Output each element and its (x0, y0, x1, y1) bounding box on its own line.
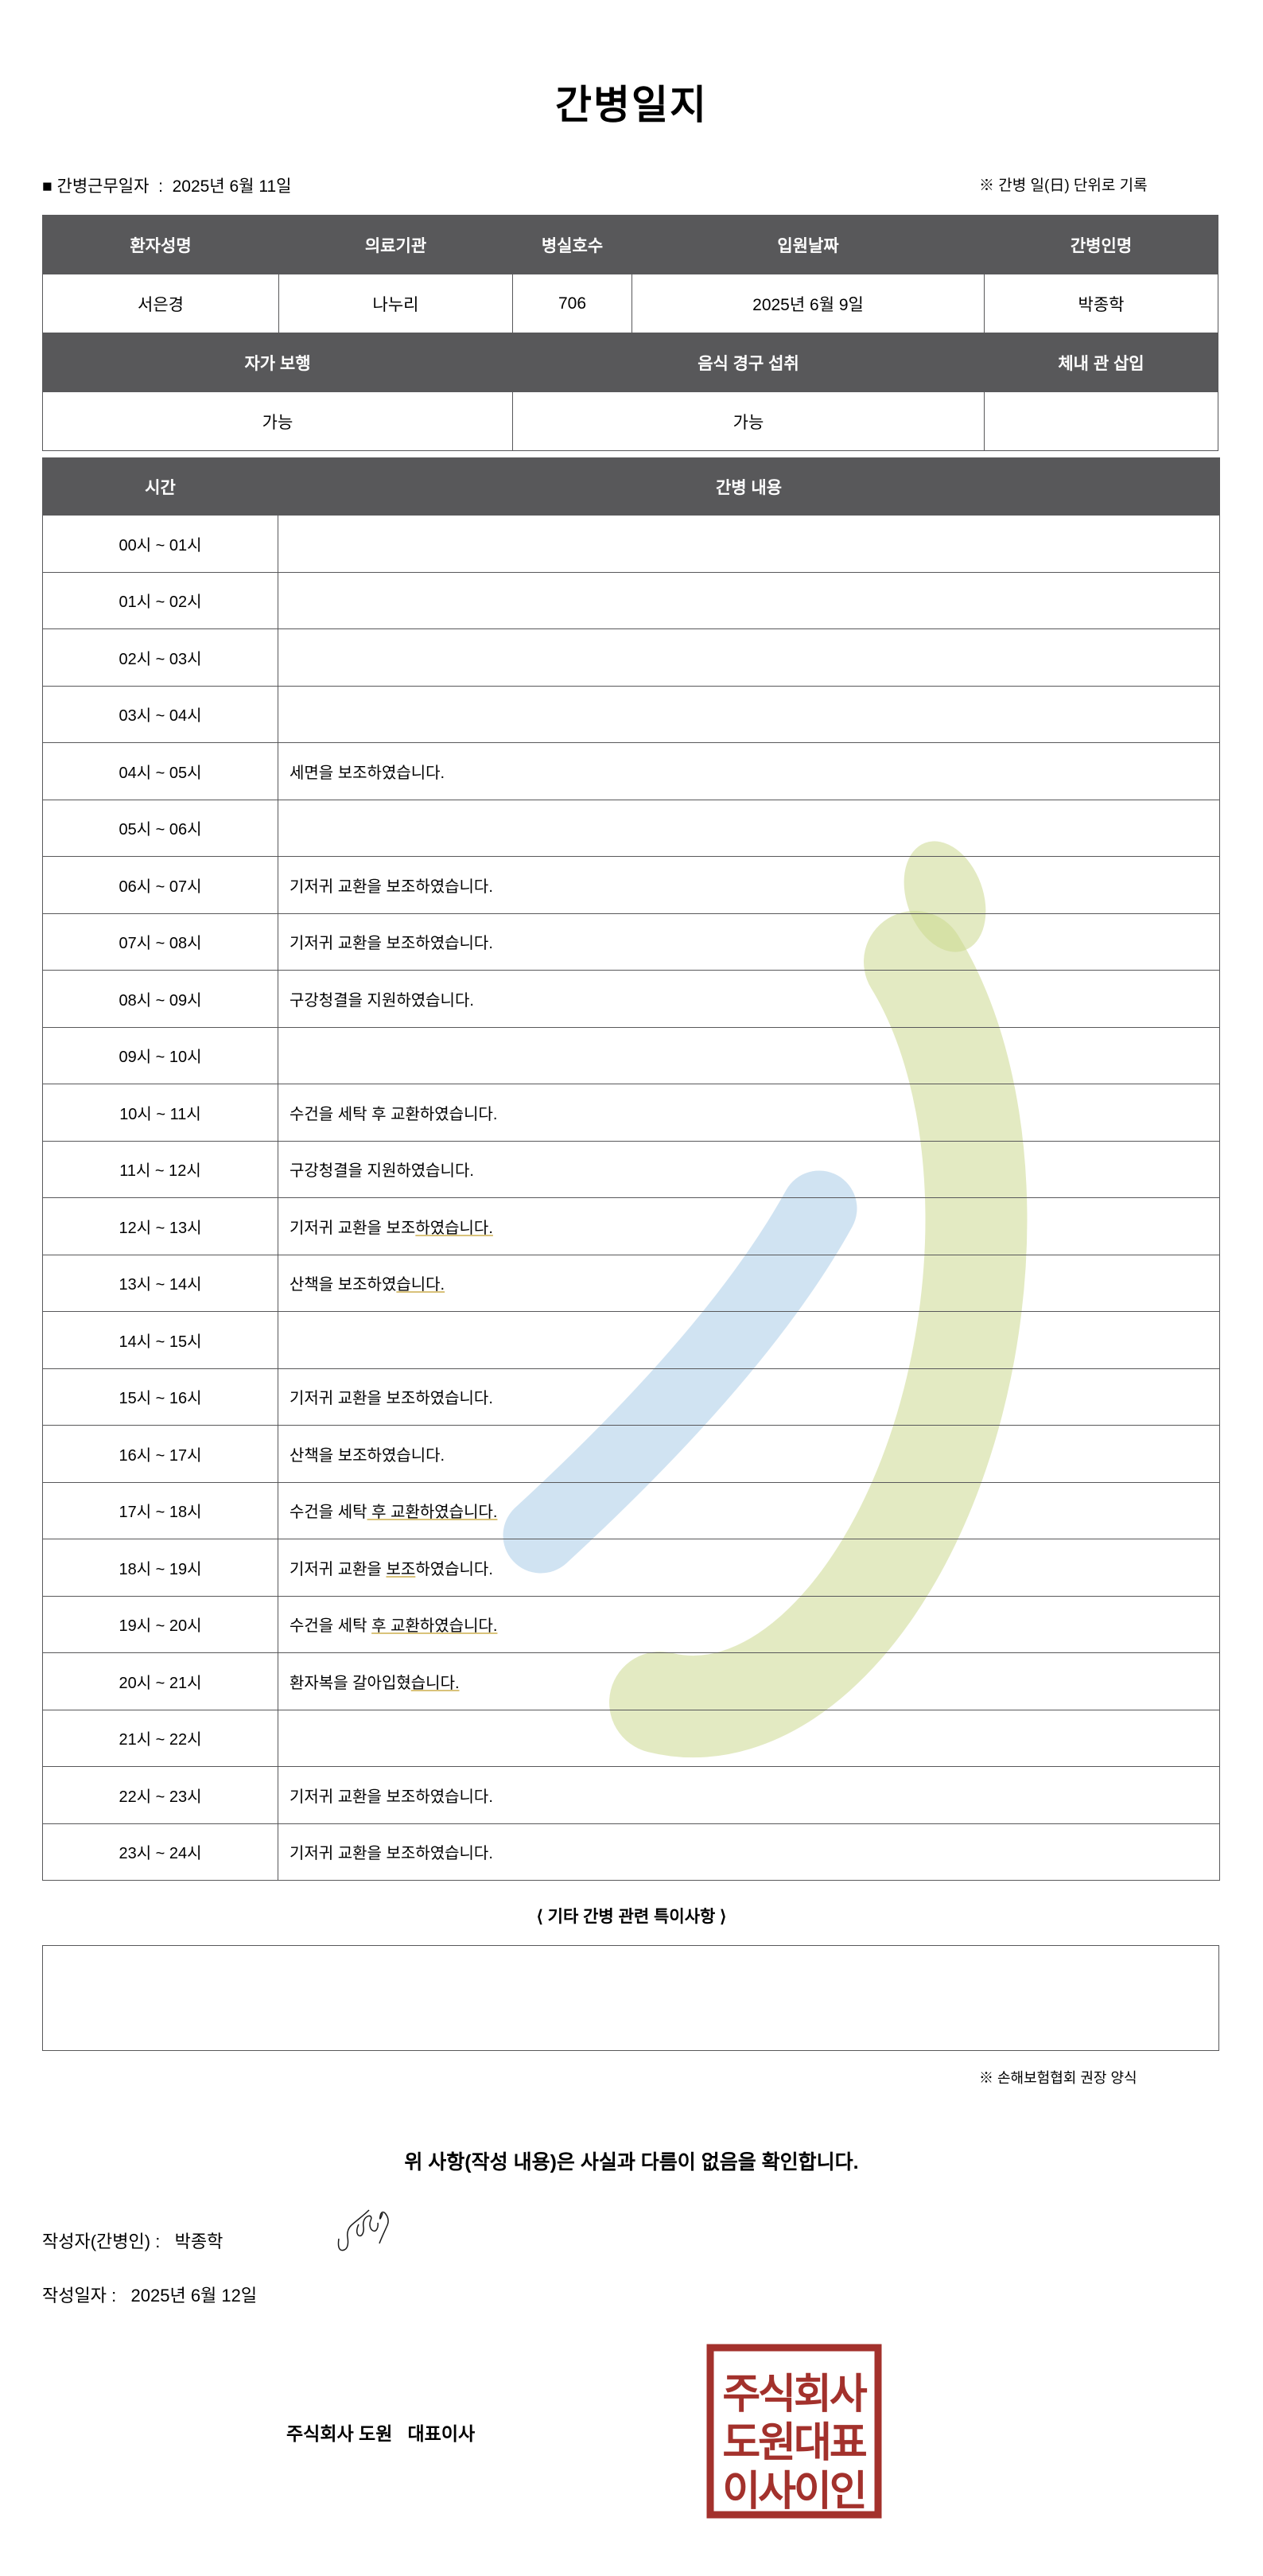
svg-text:도원대표: 도원대표 (722, 2420, 867, 2466)
svg-text:주식회사: 주식회사 (722, 2372, 868, 2418)
svg-text:이사이인: 이사이인 (722, 2469, 865, 2515)
